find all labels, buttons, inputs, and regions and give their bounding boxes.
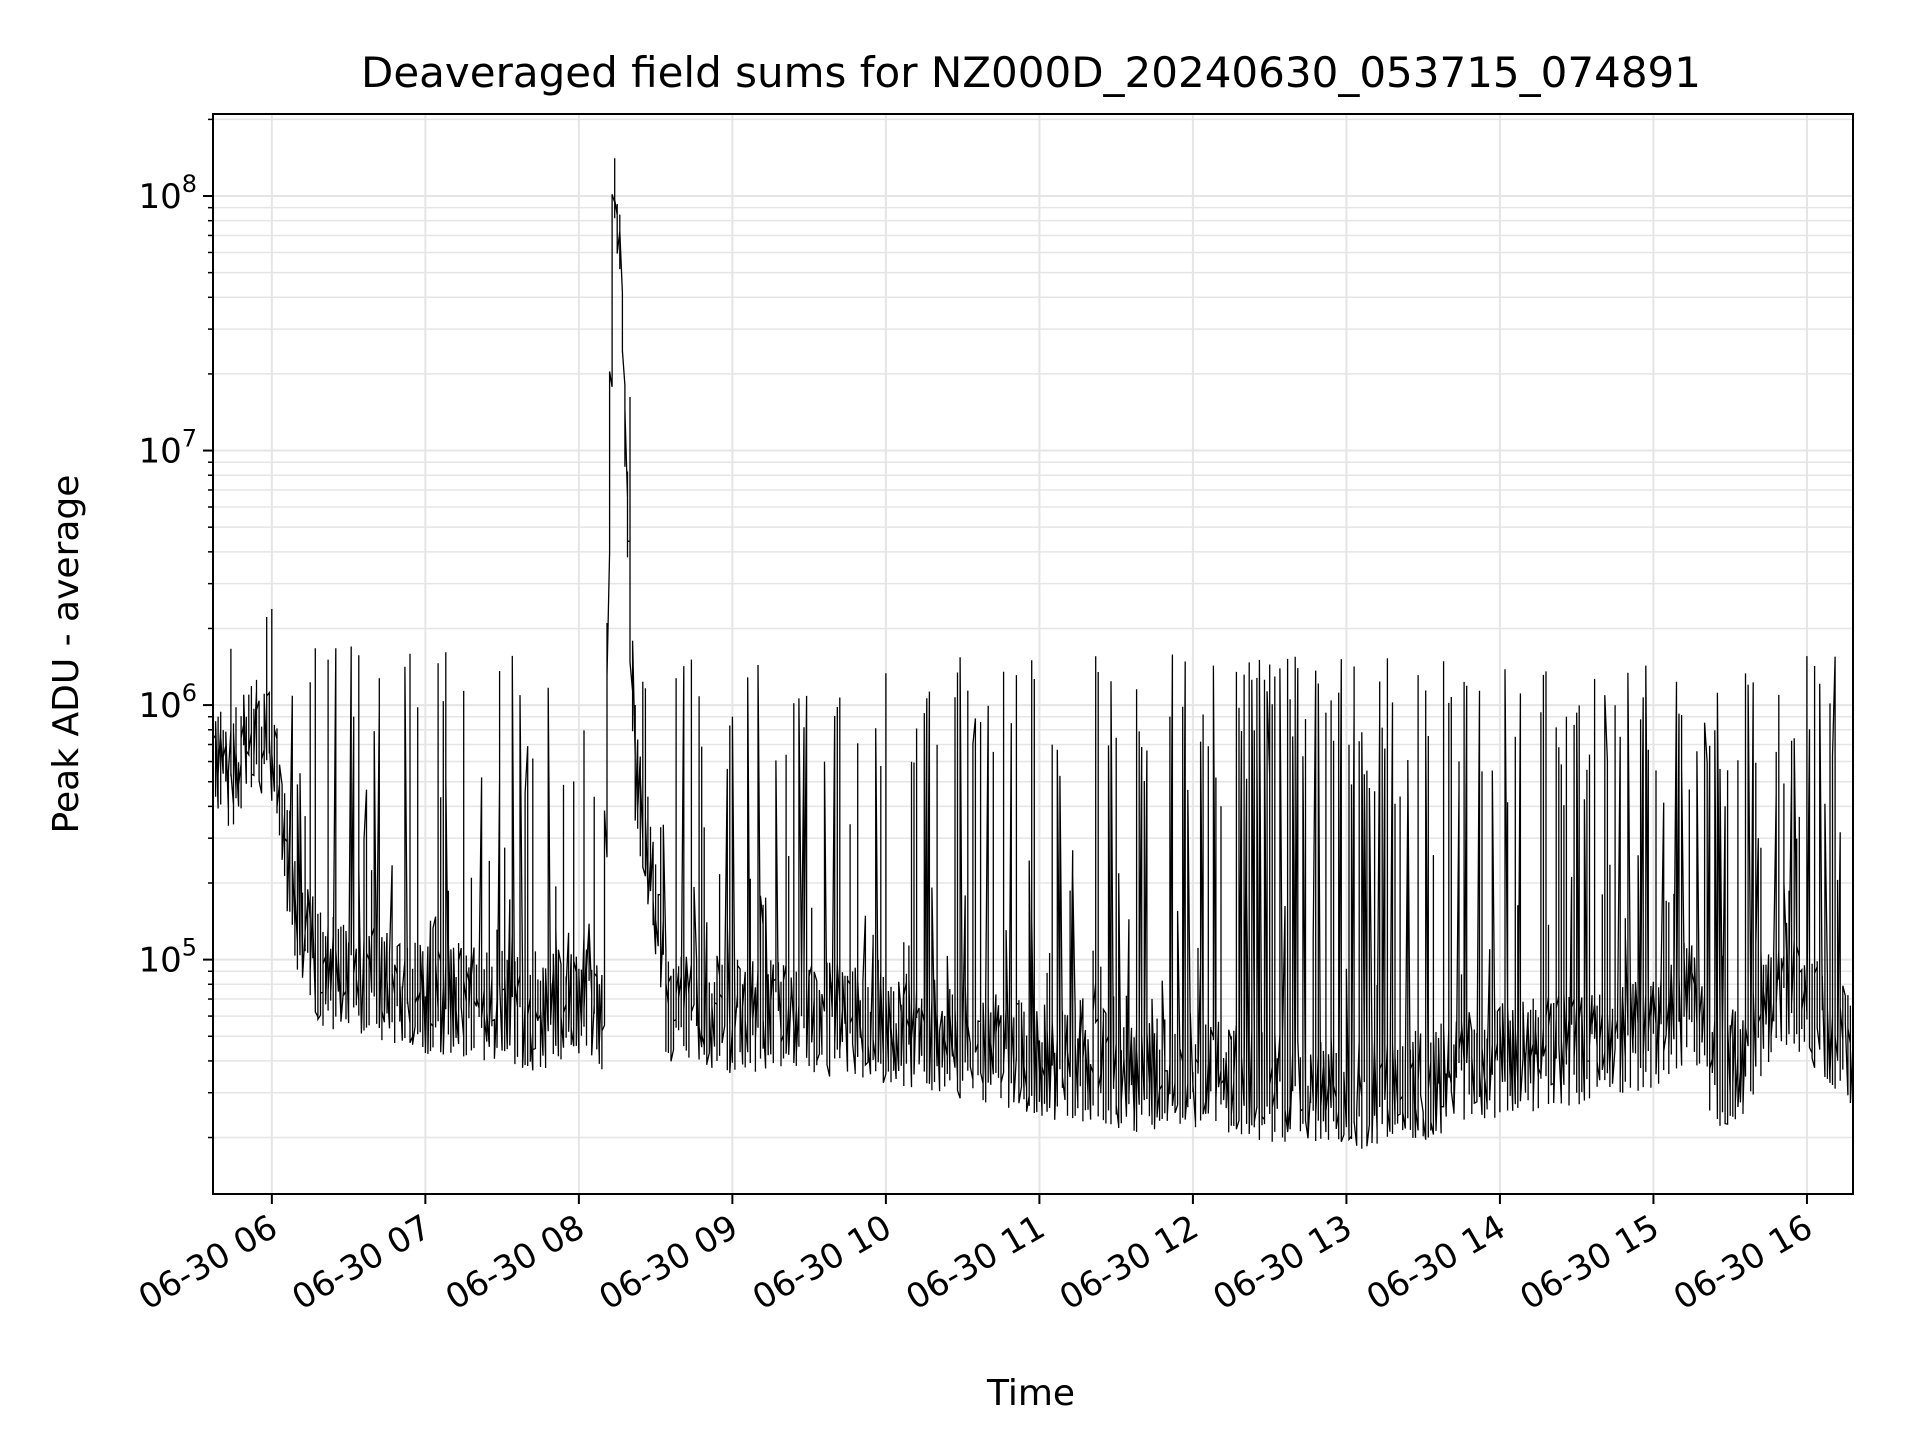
y-tick-label: 105 xyxy=(138,934,197,981)
chart-title: Deaveraged field sums for NZ000D_2024063… xyxy=(361,48,1701,97)
y-tick-label: 108 xyxy=(138,170,197,217)
y-axis-label: Peak ADU - average xyxy=(46,475,87,834)
y-tick-label: 106 xyxy=(138,679,197,726)
plot-frame xyxy=(212,113,1854,1195)
series-line xyxy=(213,158,1853,1149)
x-axis-label: Time xyxy=(986,1373,1075,1414)
y-axis-ticks: 105 106 107 108 xyxy=(138,118,213,1139)
y-tick-label: 107 xyxy=(138,425,197,472)
series-layer xyxy=(213,158,1853,1149)
